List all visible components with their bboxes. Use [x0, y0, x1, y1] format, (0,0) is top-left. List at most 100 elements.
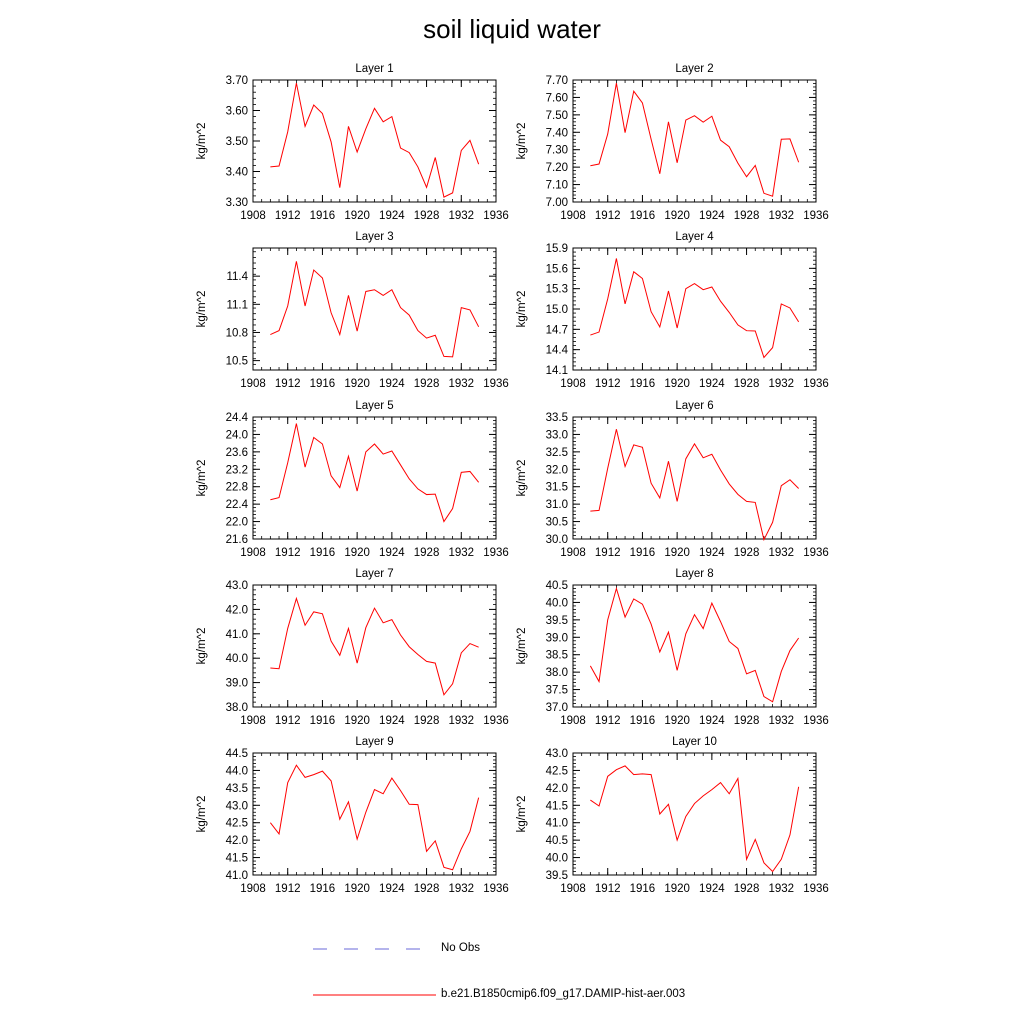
x-tick-label: 1912	[275, 210, 301, 222]
x-tick-label: 1916	[630, 883, 656, 895]
plot-frame-10	[572, 752, 817, 876]
y-tick-label: 3.60	[226, 106, 248, 118]
y-tick-label: 14.4	[546, 345, 569, 357]
x-tick-label: 1924	[699, 883, 725, 895]
x-tick-label: 1936	[483, 210, 509, 222]
x-tick-label: 1912	[275, 378, 301, 390]
y-tick-label: 41.0	[226, 629, 248, 641]
y-tick-label: 40.0	[546, 597, 568, 609]
y-tick-label: 3.40	[226, 167, 248, 179]
x-tick-label: 1924	[379, 378, 405, 390]
y-tick-label: 32.0	[546, 464, 568, 476]
plot-frame-4	[572, 247, 817, 371]
x-tick-label: 1932	[448, 378, 474, 390]
y-tick-label: 11.1	[226, 299, 248, 311]
x-tick-label: 1908	[560, 715, 586, 727]
x-tick-label: 1936	[803, 715, 829, 727]
series-line-layer-2	[590, 83, 800, 197]
plot-frame-6	[572, 416, 817, 540]
y-tick-label: 40.0	[226, 653, 248, 665]
y-tick-label: 21.6	[226, 534, 248, 546]
x-tick-label: 1908	[560, 547, 586, 559]
y-tick-label: 40.5	[546, 580, 568, 592]
y-tick-label: 14.7	[546, 324, 568, 336]
x-tick-label: 1912	[595, 210, 621, 222]
y-tick-label: 7.10	[546, 180, 568, 192]
series-line-layer-3	[270, 261, 480, 358]
y-tick-label: 31.0	[546, 499, 568, 511]
y-tick-label: 41.0	[546, 818, 568, 830]
x-tick-label: 1916	[310, 883, 336, 895]
x-tick-label: 1920	[664, 210, 690, 222]
x-tick-label: 1916	[630, 547, 656, 559]
y-tick-label: 39.0	[226, 678, 248, 690]
y-tick-label: 3.50	[226, 136, 248, 148]
y-tick-label: 23.2	[226, 464, 248, 476]
x-tick-label: 1920	[344, 210, 370, 222]
series-line-layer-9	[269, 764, 480, 871]
x-tick-label: 1916	[630, 210, 656, 222]
series-line-layer-8	[589, 586, 800, 703]
panel-title-layer-10: Layer 10	[672, 736, 717, 748]
panel-title-layer-3: Layer 3	[355, 231, 393, 243]
plot-frame-1	[252, 79, 497, 203]
legend-label-no-obs: No Obs	[441, 942, 480, 954]
y-axis-label: kg/m^2	[516, 796, 528, 833]
y-tick-label: 22.0	[226, 517, 248, 529]
x-tick-label: 1928	[734, 715, 760, 727]
x-tick-label: 1932	[448, 210, 474, 222]
x-tick-label: 1908	[240, 547, 266, 559]
y-tick-label: 43.0	[226, 580, 248, 592]
series-line-layer-10	[590, 765, 800, 873]
x-tick-label: 1920	[344, 883, 370, 895]
y-tick-label: 24.0	[226, 429, 248, 441]
x-tick-label: 1908	[240, 883, 266, 895]
y-axis-label: kg/m^2	[196, 628, 208, 665]
panel-title-layer-4: Layer 4	[675, 231, 714, 243]
series-line-layer-6	[590, 429, 799, 542]
y-tick-label: 31.5	[546, 482, 568, 494]
y-tick-label: 10.5	[226, 356, 248, 368]
x-tick-label: 1936	[803, 547, 829, 559]
x-tick-label: 1908	[240, 715, 266, 727]
plot-frame-8	[572, 584, 817, 708]
x-tick-label: 1936	[803, 210, 829, 222]
y-tick-label: 42.0	[226, 835, 248, 847]
x-tick-label: 1912	[275, 715, 301, 727]
x-tick-label: 1932	[768, 883, 794, 895]
y-tick-label: 30.0	[546, 534, 568, 546]
x-tick-label: 1920	[344, 715, 370, 727]
x-tick-label: 1920	[664, 378, 690, 390]
x-tick-label: 1928	[414, 715, 440, 727]
y-tick-label: 7.00	[546, 197, 568, 209]
x-tick-label: 1924	[379, 883, 405, 895]
figure-title: soil liquid water	[423, 14, 601, 44]
y-tick-label: 40.0	[546, 853, 568, 865]
x-tick-label: 1908	[560, 210, 586, 222]
series-line-layer-7	[270, 596, 479, 696]
x-tick-label: 1916	[630, 378, 656, 390]
y-tick-label: 39.5	[546, 615, 568, 627]
panel-title-layer-7: Layer 7	[355, 568, 393, 580]
x-tick-label: 1932	[768, 547, 794, 559]
x-tick-label: 1936	[803, 883, 829, 895]
plot-frame-3	[252, 247, 497, 371]
y-tick-label: 43.0	[546, 748, 568, 760]
x-tick-label: 1908	[560, 883, 586, 895]
y-tick-label: 7.40	[546, 127, 568, 139]
panel-title-layer-9: Layer 9	[355, 736, 393, 748]
x-tick-label: 1928	[414, 378, 440, 390]
y-tick-label: 37.5	[546, 685, 568, 697]
x-tick-label: 1924	[699, 378, 725, 390]
y-axis-label: kg/m^2	[196, 796, 208, 833]
y-tick-label: 7.60	[546, 92, 568, 104]
x-tick-label: 1936	[483, 883, 509, 895]
x-tick-label: 1928	[414, 210, 440, 222]
x-tick-label: 1924	[379, 715, 405, 727]
x-tick-label: 1924	[699, 547, 725, 559]
x-tick-label: 1908	[240, 210, 266, 222]
y-tick-label: 33.0	[546, 429, 568, 441]
y-tick-label: 41.0	[226, 870, 248, 882]
panel-title-layer-1: Layer 1	[355, 63, 393, 75]
x-tick-label: 1912	[595, 883, 621, 895]
